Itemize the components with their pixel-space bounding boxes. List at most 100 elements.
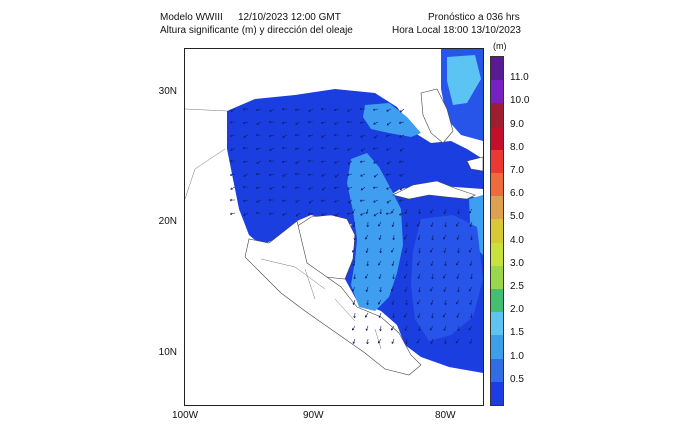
wave-arrow (456, 312, 460, 318)
wave-arrow (347, 108, 353, 112)
wave-arrow (229, 198, 236, 202)
wave-arrow (469, 338, 473, 344)
colorbar-segment (491, 242, 503, 267)
wave-arrow (242, 160, 249, 164)
wave-arrow (308, 199, 314, 204)
wave-arrow (360, 147, 366, 152)
wave-arrow (255, 108, 262, 112)
wave-arrow (353, 234, 357, 241)
wave-arrow (390, 325, 395, 331)
wave-arrow (377, 338, 382, 344)
wave-arrow (281, 185, 287, 189)
wave-arrow (378, 221, 382, 227)
wave-arrow (399, 134, 405, 138)
wave-arrow (416, 299, 421, 305)
wave-arrow (333, 186, 340, 189)
wave-arrow (390, 286, 395, 292)
wave-arrow (391, 247, 395, 253)
wave-arrow (269, 108, 275, 112)
wave-arrow (294, 172, 300, 176)
model-label: Modelo WWIII (160, 12, 223, 23)
wave-arrow (295, 212, 301, 217)
wave-arrow (404, 208, 408, 214)
wave-arrow (243, 134, 249, 138)
wave-arrow (386, 147, 392, 151)
colorbar-level-label: 2.5 (510, 281, 524, 292)
wave-arrow (320, 146, 326, 150)
wave-arrow (282, 173, 288, 177)
wave-arrow (346, 212, 353, 215)
colorbar-level-label: 0.5 (510, 373, 524, 385)
wave-arrow (405, 338, 408, 345)
colorbar-level-label: 5.0 (510, 211, 524, 223)
wave-arrow (373, 212, 379, 217)
wave-arrow (417, 273, 421, 279)
light-region-straits (363, 103, 421, 137)
wave-arrow (364, 312, 369, 318)
wave-arrow (442, 273, 447, 279)
wave-arrow (429, 286, 434, 292)
wave-arrow (281, 160, 288, 164)
wave-arrow (346, 173, 353, 176)
wave-arrow (377, 299, 382, 305)
wave-arrow (455, 221, 460, 227)
wave-arrow (294, 108, 301, 112)
wave-arrow (379, 247, 382, 254)
wave-arrow (307, 159, 313, 163)
colorbar-segment (491, 126, 503, 151)
wave-arrow (321, 212, 327, 216)
colorbar-segment (491, 80, 503, 104)
wave-arrow (456, 273, 460, 279)
wave-arrow (294, 147, 301, 151)
wave-arrow (359, 199, 366, 202)
wave-arrow (295, 199, 301, 203)
datetime-label: 12/10/2023 12:00 GMT (238, 12, 341, 23)
wave-arrow (444, 299, 447, 306)
wave-arrow (386, 199, 392, 204)
wave-direction-arrows (229, 107, 473, 345)
wave-arrow (404, 286, 408, 292)
wave-arrow (352, 338, 356, 344)
wave-arrow (346, 134, 353, 138)
wave-arrow (417, 221, 421, 227)
wave-arrow (405, 260, 408, 267)
wave-arrow (352, 260, 356, 266)
wave-arrow (378, 234, 382, 240)
colorbar-unit: (m) (493, 41, 507, 51)
wave-arrow (242, 185, 249, 189)
wave-arrow (281, 107, 288, 111)
wave-arrow (455, 338, 460, 344)
wave-arrow (443, 325, 447, 331)
wave-arrow (268, 212, 275, 216)
wave-arrow (308, 108, 314, 112)
wave-arrow (416, 260, 421, 266)
wave-arrow (295, 121, 301, 125)
lat-label-30n: 30N (158, 86, 177, 97)
wave-arrow (269, 186, 275, 190)
wave-arrow (399, 173, 405, 177)
wave-arrow (360, 212, 366, 216)
colorbar-level-label: 9.0 (510, 118, 524, 130)
wave-arrow (417, 312, 421, 318)
wave-arrow (430, 208, 434, 214)
wave-arrow (334, 121, 340, 125)
colorbar-level-label: 11.0 (510, 72, 529, 84)
wave-arrow (352, 221, 356, 228)
wave-arrow (269, 147, 275, 151)
wave-arrow (366, 221, 370, 228)
colorbar-level-label: 1.5 (510, 327, 524, 339)
wave-arrow (308, 147, 314, 151)
wave-arrow (268, 198, 274, 202)
wave-arrow (457, 325, 460, 332)
wave-arrow (365, 325, 369, 331)
wave-arrow (255, 186, 262, 190)
wave-arrow (456, 234, 460, 240)
wave-arrow (469, 221, 473, 227)
wave-arrow (268, 173, 275, 177)
wave-arrow (242, 107, 249, 111)
wave-arrow (373, 173, 379, 178)
colorbar-segment (491, 265, 503, 290)
wave-arrow (256, 160, 262, 164)
wave-arrow (457, 286, 460, 293)
wave-arrow (431, 273, 434, 280)
